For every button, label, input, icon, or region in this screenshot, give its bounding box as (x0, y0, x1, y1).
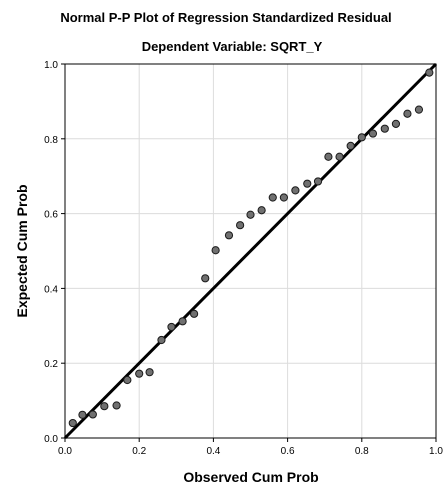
plot-frame (64, 63, 437, 439)
data-point (246, 210, 255, 219)
chart-subtitle: Dependent Variable: SQRT_Y (142, 39, 323, 54)
y-tick-label: 0.2 (44, 359, 58, 370)
data-point (414, 105, 424, 114)
data-point (279, 193, 288, 202)
data-point (211, 246, 220, 255)
data-point (368, 129, 378, 138)
data-point (257, 206, 266, 215)
y-tick-label: 0.4 (44, 284, 58, 295)
data-point (78, 410, 87, 419)
data-point (167, 322, 176, 332)
data-point (391, 119, 401, 128)
data-point (190, 309, 199, 318)
data-point (291, 186, 300, 195)
y-tick-label: 0.0 (44, 434, 58, 445)
data-point (303, 179, 312, 188)
data-point (100, 402, 109, 411)
data-point (425, 68, 434, 77)
data-point (324, 152, 333, 161)
data-point (224, 231, 234, 240)
data-point (313, 177, 323, 186)
chart-title: Normal P-P Plot of Regression Standardiz… (60, 10, 391, 25)
data-point (178, 317, 187, 326)
data-point (145, 368, 154, 377)
data-point (357, 133, 366, 142)
data-point (68, 418, 77, 428)
data-point (135, 369, 144, 378)
data-point (157, 335, 166, 345)
data-point (346, 141, 355, 151)
data-point (123, 375, 132, 385)
data-point (268, 193, 277, 202)
y-tick-label: 0.6 (44, 210, 58, 221)
data-points (68, 68, 434, 428)
x-tick-label: 0.4 (206, 446, 220, 457)
y-tick-label: 0.8 (44, 135, 58, 146)
reference-line (63, 62, 438, 440)
x-tick-label: 1.0 (429, 446, 443, 457)
data-point (112, 401, 121, 410)
data-point (236, 221, 245, 230)
y-axis-label: Expected Cum Prob (14, 184, 30, 317)
y-tick-label: 1.0 (44, 60, 58, 71)
x-tick-label: 0.6 (281, 446, 295, 457)
x-tick-label: 0.2 (132, 446, 146, 457)
data-point (88, 410, 97, 419)
data-point (335, 152, 344, 161)
data-point (403, 109, 412, 118)
x-tick-label: 0.8 (355, 446, 369, 457)
x-tick-label: 0.0 (58, 446, 72, 457)
data-point (380, 124, 389, 133)
x-axis-label: Observed Cum Prob (183, 469, 318, 485)
axis-ticks: 0.0 0.2 0.4 0.6 0.8 1.0 0.0 0.2 0.4 0.6 0.8 1.0 (44, 60, 443, 457)
data-point (201, 274, 210, 283)
